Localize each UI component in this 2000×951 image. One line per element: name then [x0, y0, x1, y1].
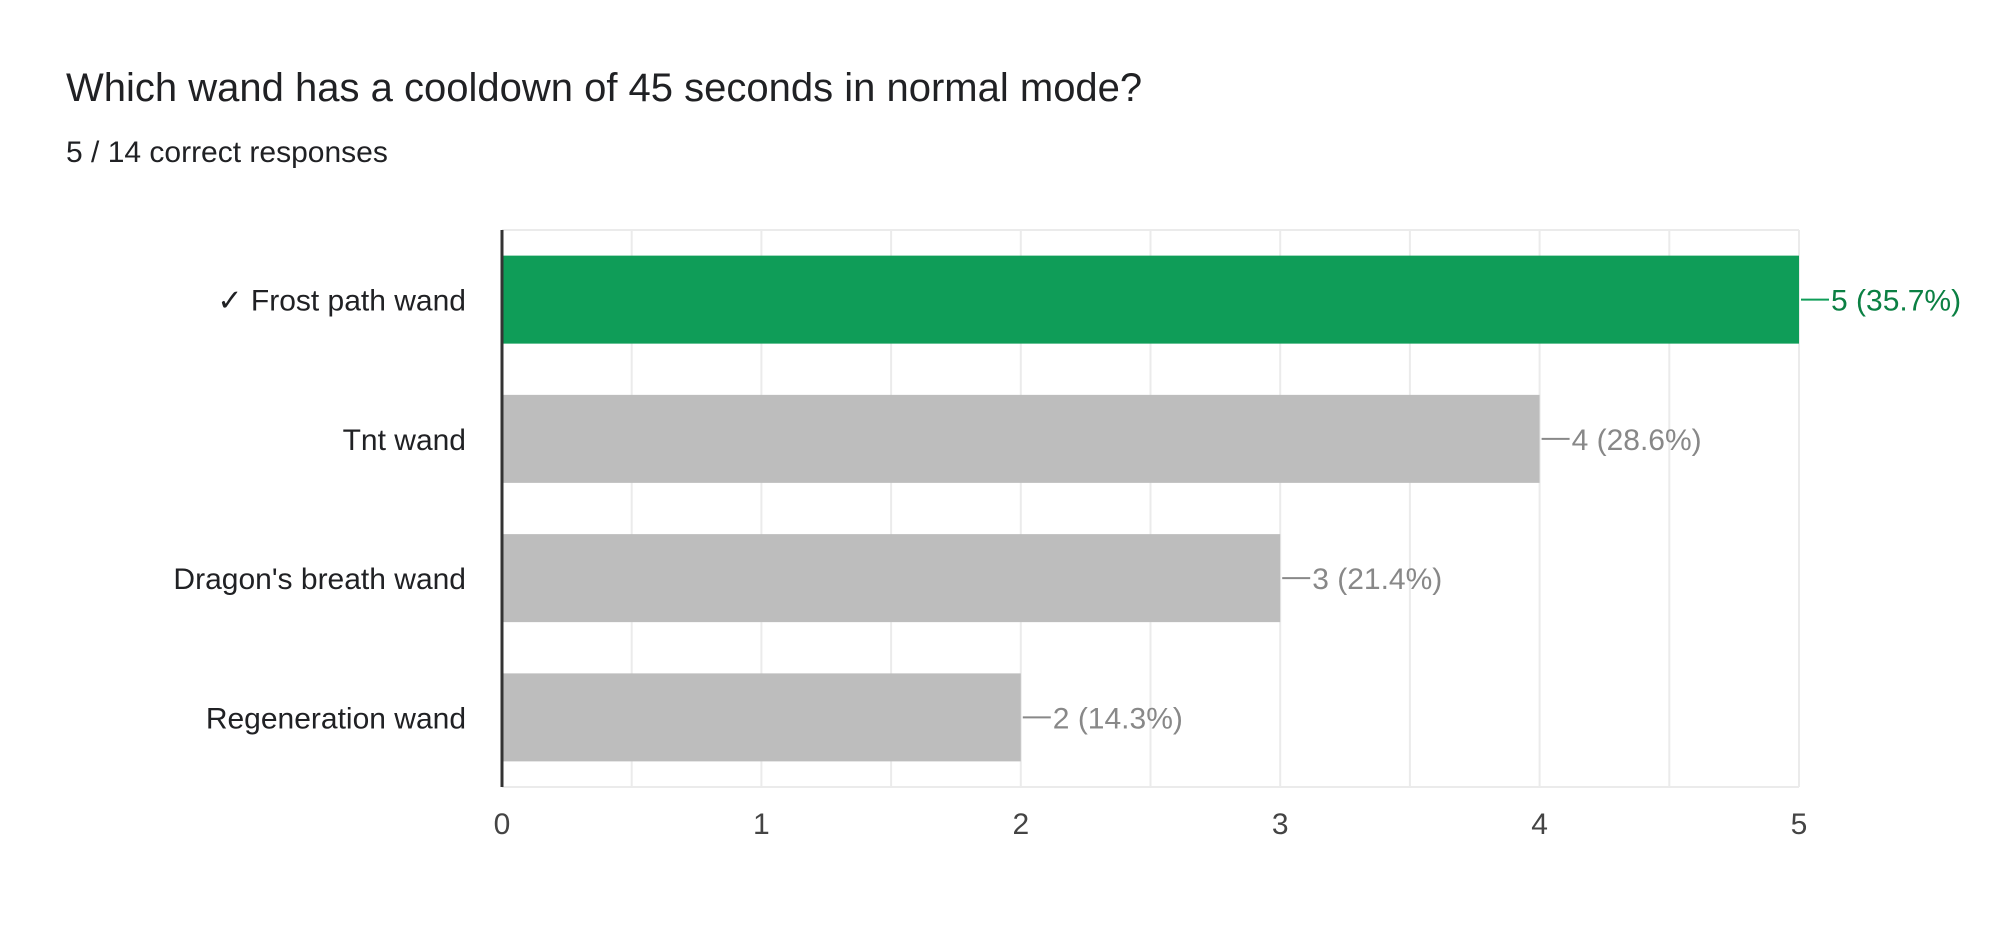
- bar: [502, 394, 1540, 483]
- category-label: Dragon's breath wand: [173, 563, 466, 596]
- data-label: 4 (28.6%): [1572, 424, 1702, 457]
- question-title: Which wand has a cooldown of 45 seconds …: [66, 66, 1143, 110]
- x-tick-label: 3: [1272, 808, 1289, 841]
- category-label: Regeneration wand: [206, 702, 466, 735]
- response-summary: 5 / 14 correct responses: [66, 136, 388, 169]
- category-label: ✓ Frost path wand: [217, 285, 466, 318]
- data-label: 3 (21.4%): [1312, 563, 1442, 596]
- x-tick-label: 5: [1791, 808, 1808, 841]
- x-tick-label: 2: [1012, 808, 1029, 841]
- x-tick-label: 1: [753, 808, 770, 841]
- x-tick-label: 4: [1531, 808, 1548, 841]
- bar: [502, 673, 1021, 762]
- bar: [502, 255, 1799, 344]
- data-label: 2 (14.3%): [1053, 702, 1183, 735]
- data-label: 5 (35.7%): [1831, 285, 1961, 318]
- category-label: Tnt wand: [343, 424, 466, 457]
- bar: [502, 534, 1281, 623]
- x-tick-label: 0: [494, 808, 511, 841]
